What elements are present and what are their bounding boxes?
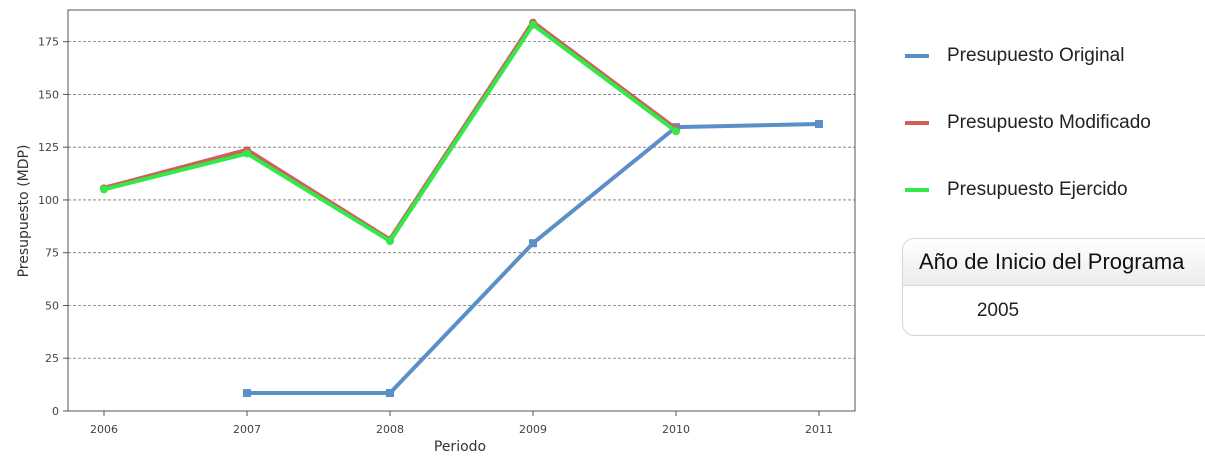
chart-legend: Presupuesto Original Presupuesto Modific… (905, 22, 1205, 223)
legend-label-modificado: Presupuesto Modificado (947, 111, 1151, 133)
y-tick-label: 50 (45, 299, 59, 312)
y-tick-label: 175 (38, 36, 59, 49)
y-tick-label: 0 (52, 405, 59, 418)
y-tick-label: 150 (38, 88, 59, 101)
y-tick-label: 125 (38, 141, 59, 154)
plot-area-frame (67, 9, 856, 412)
x-tick-label: 2006 (90, 423, 118, 436)
legend-label-ejercido: Presupuesto Ejercido (947, 178, 1128, 200)
data-point[interactable] (100, 185, 108, 194)
data-point[interactable] (815, 119, 823, 128)
line-chart: 0 25 50 75 100 125 150 175 2006 2007 2008 2009 2010… (16, 9, 856, 455)
legend-swatch-ejercido (905, 187, 929, 192)
y-axis-ticks: 0 25 50 75 100 125 150 175 (38, 36, 68, 418)
data-point[interactable] (243, 149, 251, 158)
series-line-2 (102, 22, 678, 244)
data-point[interactable] (529, 20, 537, 29)
legend-label-original: Presupuesto Original (947, 44, 1125, 66)
legend-item-modificado[interactable]: Presupuesto Modificado (905, 89, 1205, 156)
series-lines (100, 18, 823, 398)
x-axis-ticks: 2006 2007 2008 2009 2010 2011 (90, 411, 833, 436)
legend-item-ejercido[interactable]: Presupuesto Ejercido (905, 156, 1205, 223)
legend-swatch-original (905, 53, 929, 58)
y-tick-label: 25 (45, 352, 59, 365)
program-start-year-header: Año de Inicio del Programa (903, 239, 1205, 286)
series-line-1 (101, 20, 679, 243)
legend-swatch-modificado (905, 120, 929, 125)
series-line-0 (245, 121, 821, 396)
data-point[interactable] (386, 237, 394, 246)
x-tick-label: 2008 (376, 423, 404, 436)
x-tick-label: 2007 (233, 423, 261, 436)
y-tick-label: 75 (45, 247, 59, 260)
program-start-year-value: 2005 (976, 300, 1020, 321)
x-tick-label: 2011 (805, 423, 833, 436)
data-point[interactable] (243, 389, 251, 398)
program-start-year-panel: Año de Inicio del Programa 2005 (902, 238, 1205, 336)
data-point[interactable] (386, 389, 394, 398)
grid-lines (68, 41, 855, 359)
y-axis-title: Presupuesto (MDP) (16, 145, 32, 278)
data-point[interactable] (672, 127, 680, 136)
data-point[interactable] (529, 239, 537, 248)
x-tick-label: 2010 (662, 423, 690, 436)
y-tick-label: 100 (38, 194, 59, 207)
legend-item-original[interactable]: Presupuesto Original (905, 22, 1205, 89)
x-tick-label: 2009 (519, 423, 547, 436)
x-axis-title: Periodo (434, 439, 486, 455)
